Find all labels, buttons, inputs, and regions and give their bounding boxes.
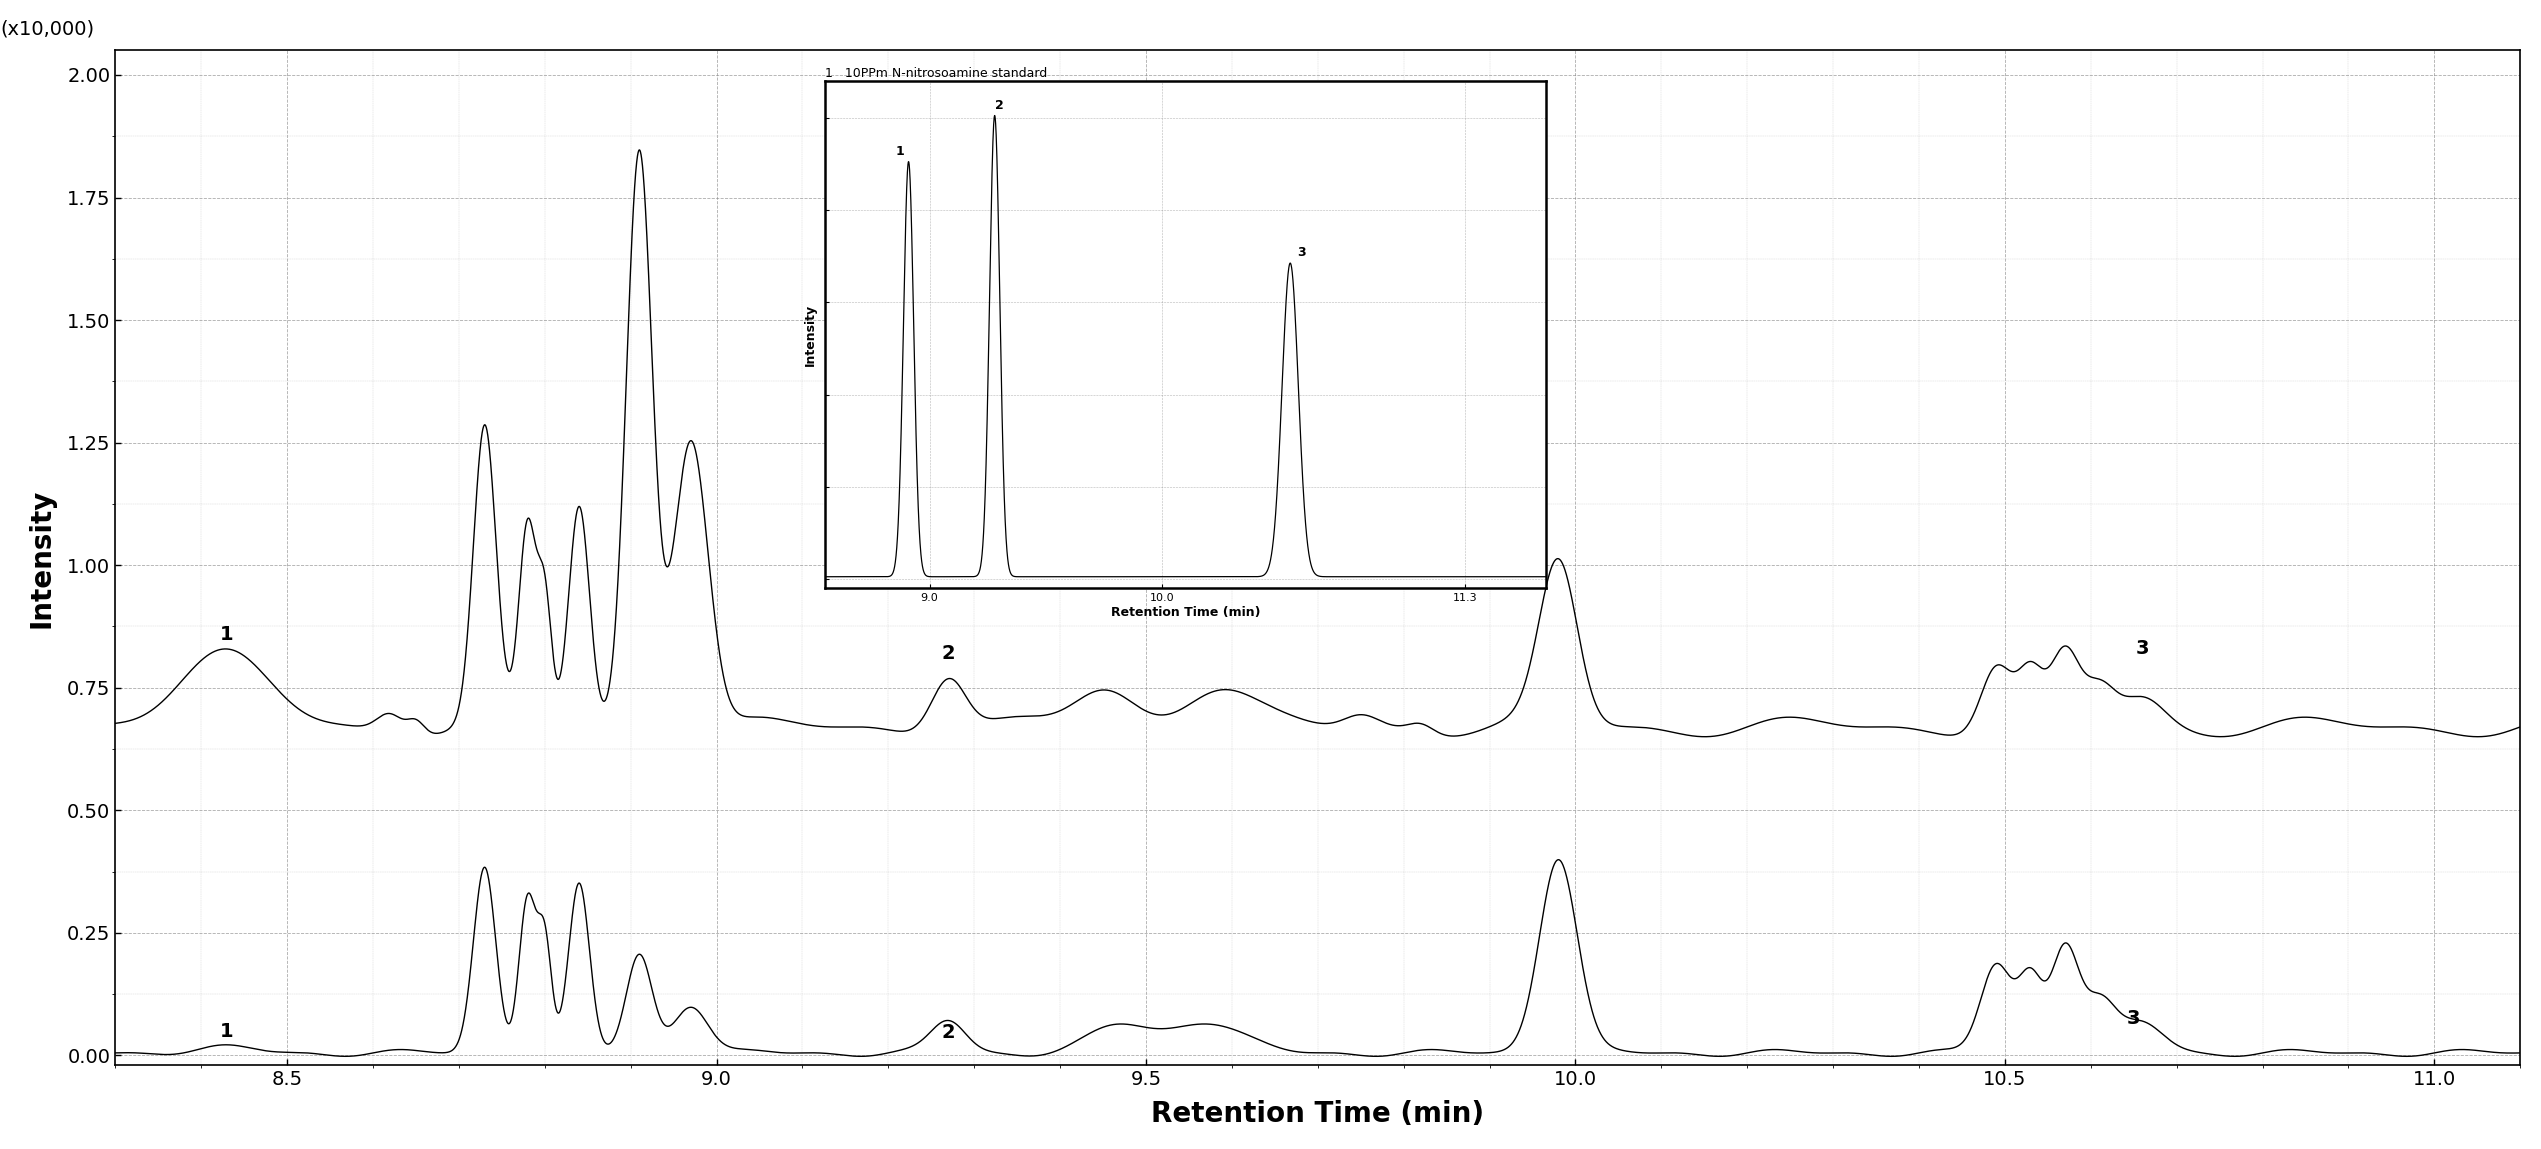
X-axis label: Retention Time (min): Retention Time (min) bbox=[1151, 1100, 1484, 1128]
Text: 1: 1 bbox=[221, 625, 234, 643]
Text: 3: 3 bbox=[2134, 639, 2150, 658]
Text: 1: 1 bbox=[221, 1021, 234, 1041]
Text: 3: 3 bbox=[2127, 1010, 2140, 1028]
Y-axis label: Intensity: Intensity bbox=[28, 488, 56, 627]
Text: (x10,000): (x10,000) bbox=[0, 20, 94, 38]
Text: 2: 2 bbox=[943, 1023, 955, 1042]
Text: 2: 2 bbox=[943, 645, 955, 663]
